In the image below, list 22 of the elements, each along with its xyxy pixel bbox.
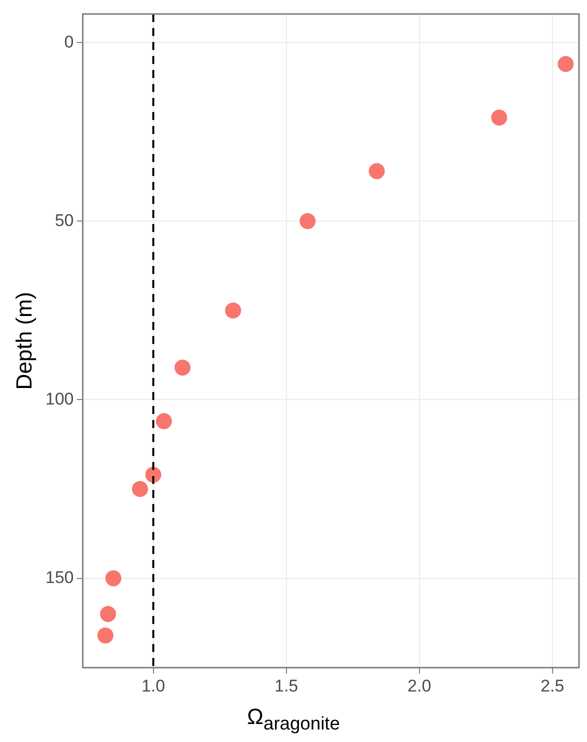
x-tick-label: 1.5: [274, 676, 298, 696]
point: [145, 466, 162, 483]
x-axis-title: Ω$_{aragonite}$: [246, 704, 341, 734]
x-tick-label: 1.0: [141, 676, 166, 696]
point: [105, 570, 122, 586]
y-axis-title: Depth (m): [11, 292, 36, 390]
x-tick-label: 2.5: [540, 676, 564, 696]
x-tick-label: 2.0: [408, 676, 432, 696]
point: [156, 413, 172, 430]
point: [174, 360, 191, 376]
point: [300, 213, 316, 230]
point: [368, 163, 385, 180]
point: [100, 606, 116, 622]
point: [132, 481, 148, 498]
y-tick-label: 100: [45, 389, 74, 408]
point: [558, 56, 574, 72]
point: [491, 110, 508, 126]
y-tick-label: 150: [45, 568, 74, 587]
y-tick-label: 0: [64, 32, 74, 52]
point: [225, 302, 242, 318]
y-tick-label: 50: [54, 210, 74, 230]
point: [97, 627, 114, 644]
